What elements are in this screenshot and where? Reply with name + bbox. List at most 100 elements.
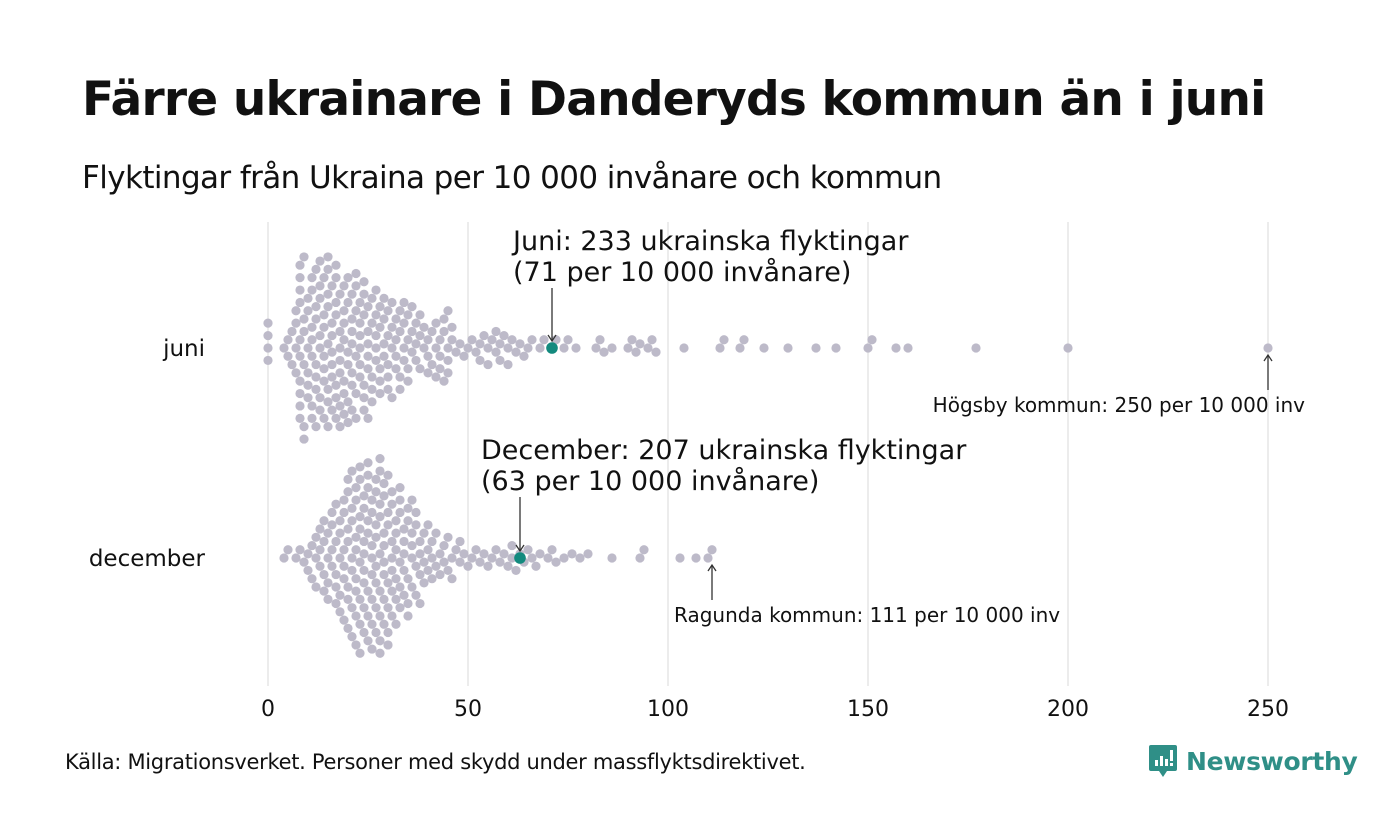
dot-december: [427, 574, 437, 584]
dot-juni: [307, 401, 317, 411]
dot-december: [407, 553, 417, 563]
dot-juni: [363, 326, 373, 337]
category-labels: juni december: [89, 336, 206, 572]
dot-juni: [295, 335, 305, 345]
dot-december: [339, 545, 349, 555]
highlight-label-line2: (71 per 10 000 invånare): [513, 257, 851, 288]
dot-juni: [323, 264, 333, 274]
dot-juni: [451, 347, 461, 357]
dot-juni: [347, 339, 357, 349]
dot-december: [407, 540, 417, 551]
dot-december: [331, 569, 341, 580]
dot-juni: [283, 351, 293, 361]
dot-juni: [335, 355, 345, 366]
dot-juni: [351, 306, 361, 316]
dot-juni: [631, 347, 641, 357]
source-note: Källa: Migrationsverket. Personer med sk…: [65, 750, 806, 774]
dot-juni: [627, 335, 637, 345]
dots: [263, 252, 1273, 658]
dot-juni: [431, 318, 441, 328]
dot-december: [371, 532, 381, 542]
dot-december: [351, 483, 361, 493]
dot-december: [363, 586, 373, 596]
dot-december: [347, 553, 357, 563]
dot-december: [439, 557, 449, 567]
dot-december: [359, 565, 369, 576]
x-tick-label: 250: [1247, 697, 1289, 722]
dot-december: [403, 516, 413, 526]
dot-juni: [443, 355, 453, 366]
dot-juni: [319, 273, 329, 283]
dot-juni: [971, 343, 981, 353]
dot-juni: [299, 359, 309, 370]
dot-juni: [563, 335, 573, 345]
dot-juni: [479, 330, 489, 341]
dot-juni: [359, 310, 369, 320]
dot-juni: [363, 302, 373, 312]
dot-december: [343, 536, 353, 547]
dot-december: [355, 557, 365, 567]
dot-juni: [283, 335, 293, 345]
dot-juni: [431, 372, 441, 382]
dot-december: [463, 561, 473, 571]
dot-juni: [367, 318, 377, 328]
dot-juni: [343, 417, 353, 428]
dot-juni: [507, 335, 517, 345]
dot-juni: [323, 422, 333, 432]
dot-december: [347, 632, 357, 642]
dot-december: [399, 565, 409, 576]
dot-juni: [371, 355, 381, 366]
dot-juni: [483, 359, 493, 370]
dot-december: [355, 619, 365, 629]
dot-juni: [311, 302, 321, 312]
dot-juni: [439, 326, 449, 337]
dot-juni: [375, 376, 385, 386]
dot-juni: [399, 343, 409, 353]
dot-december: [407, 495, 417, 505]
dot-december: [295, 545, 305, 555]
dot-juni: [323, 397, 333, 407]
dot-juni: [647, 335, 657, 345]
dot-december: [335, 553, 345, 563]
dot-december: [359, 536, 369, 547]
dot-december: [343, 582, 353, 592]
dot-december: [359, 549, 369, 559]
dot-juni: [375, 302, 385, 312]
dot-december: [375, 636, 385, 646]
dot-juni: [351, 281, 361, 291]
dot-juni: [347, 289, 357, 299]
dot-december: [403, 598, 413, 609]
dot-december: [487, 553, 497, 563]
dot-december: [467, 553, 477, 563]
dot-december: [347, 565, 357, 576]
dot-juni: [291, 343, 301, 353]
dot-juni: [315, 393, 325, 403]
dot-juni: [315, 343, 325, 353]
chart-subtitle: Flyktingar från Ukraina per 10 000 invån…: [82, 160, 942, 196]
dot-juni: [331, 310, 341, 320]
dot-december: [339, 561, 349, 571]
dot-juni: [599, 347, 609, 357]
dot-juni: [511, 347, 521, 357]
dot-december: [707, 545, 717, 555]
dot-juni: [483, 343, 493, 353]
dot-juni: [367, 384, 377, 394]
x-tick-label: 200: [1047, 697, 1089, 722]
dot-december: [435, 569, 445, 580]
dot-december: [307, 540, 317, 551]
dot-december: [291, 553, 301, 563]
dot-december: [395, 483, 405, 493]
category-label-juni: juni: [162, 336, 205, 362]
dot-juni: [331, 297, 341, 308]
x-tick-label: 150: [847, 697, 889, 722]
dot-december: [335, 607, 345, 617]
dot-december: [363, 611, 373, 621]
dot-december: [399, 536, 409, 547]
dot-juni: [327, 318, 337, 328]
dot-juni: [371, 343, 381, 353]
dot-december: [691, 553, 701, 563]
newsworthy-logo: Newsworthy: [1148, 743, 1358, 779]
dot-juni: [303, 380, 313, 390]
dot-juni: [499, 330, 509, 341]
dot-december: [447, 553, 457, 563]
